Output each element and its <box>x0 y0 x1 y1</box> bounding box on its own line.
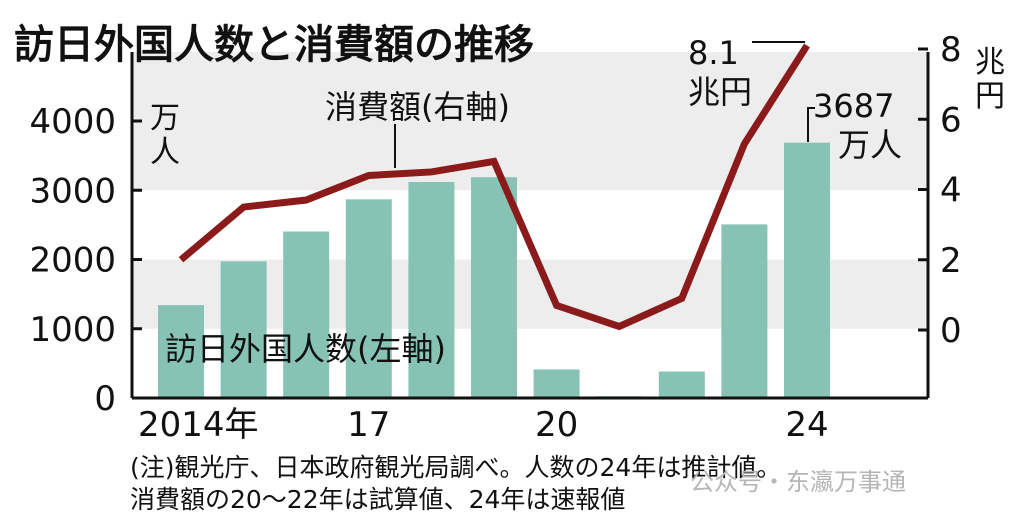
bar-2018 <box>408 182 455 398</box>
line-end-value: 8.1 <box>688 34 739 72</box>
bar-2022 <box>658 371 705 398</box>
bar-2017 <box>345 199 392 398</box>
bar-2024 <box>784 142 830 398</box>
right-axis-unit-1: 兆 <box>975 45 1005 80</box>
line-series <box>178 43 810 331</box>
left-tick-1000: 1000 <box>29 310 116 350</box>
bar-end-unit: 万人 <box>838 126 902 164</box>
chart-title: 訪日外国人数と消費額の推移 <box>14 22 534 68</box>
footnote-line-1: (注)観光庁、日本政府観光局調べ。人数の24年は推計値。 <box>130 453 781 482</box>
legend-spending: 消費額(右軸) <box>325 88 510 126</box>
left-tick-0: 0 <box>94 379 116 419</box>
left-axis-unit-2: 人 <box>150 135 180 170</box>
bar-end-leader <box>807 107 815 142</box>
bar-end-value: 3687 <box>813 87 894 125</box>
right-tick-6: 6 <box>940 100 962 140</box>
right-axis-ticks: 0 2 4 6 8 兆円 <box>918 30 1005 351</box>
right-tick-4: 4 <box>940 171 962 211</box>
bar-2016 <box>283 231 330 398</box>
x-tick-17: 17 <box>347 405 390 445</box>
footnote-line-2: 消費額の20〜22年は試算値、24年は速報値 <box>130 485 625 514</box>
x-tick-2014年: 2014年 <box>138 405 259 445</box>
bar-2015 <box>220 261 267 398</box>
right-tick-8: 8 <box>940 30 962 70</box>
bar-2019 <box>471 177 517 398</box>
left-tick-3000: 3000 <box>29 171 116 211</box>
watermark: 公众号・东瀛万事通 <box>690 468 906 496</box>
left-axis-ticks: 0 1000 2000 3000 4000 万人 <box>29 101 180 419</box>
right-axis-unit-2: 円 <box>975 79 1005 114</box>
x-tick-24: 24 <box>785 405 828 445</box>
line-end-unit: 兆円 <box>688 73 752 111</box>
legend-visitors: 訪日外国人数(左軸) <box>165 330 446 368</box>
bar-2020 <box>533 369 580 398</box>
bar-2023 <box>721 224 768 398</box>
bar-2014 <box>158 305 204 398</box>
left-axis-unit-1: 万 <box>150 101 180 136</box>
left-tick-2000: 2000 <box>29 241 116 281</box>
axes <box>130 52 930 400</box>
bar-series <box>158 142 830 398</box>
left-tick-4000: 4000 <box>29 102 116 142</box>
x-axis-ticks: 2014年 17 20 24 <box>138 405 829 445</box>
x-tick-20: 20 <box>535 405 578 445</box>
right-tick-2: 2 <box>940 241 962 281</box>
right-tick-0: 0 <box>940 311 962 351</box>
